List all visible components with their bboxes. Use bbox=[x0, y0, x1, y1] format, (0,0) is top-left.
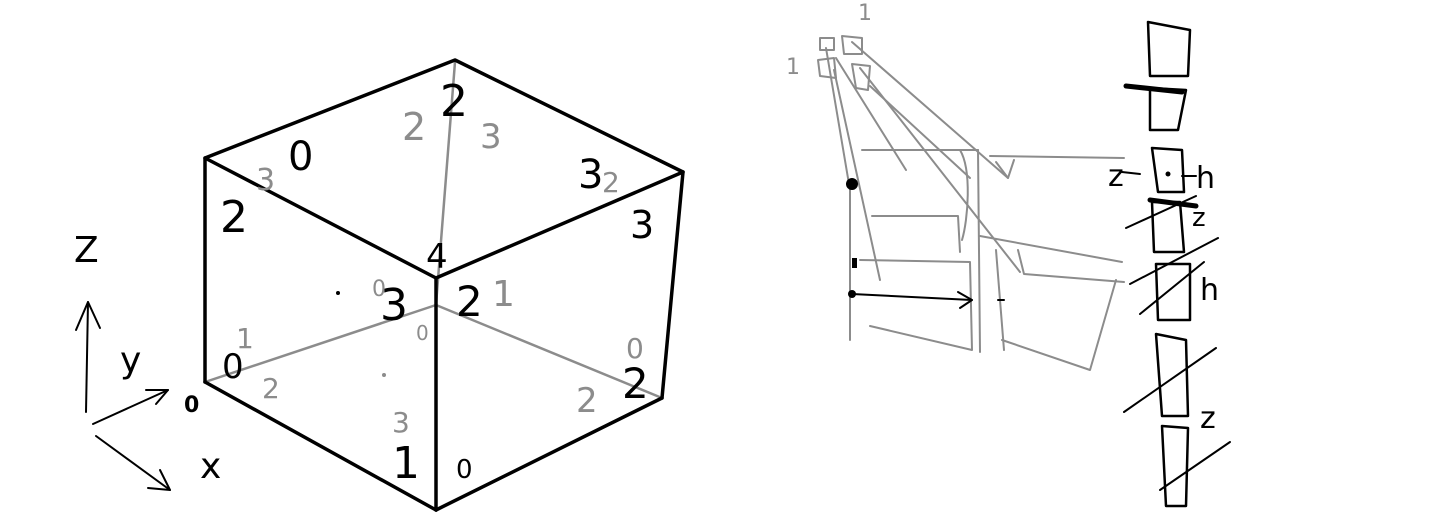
y-axis-line bbox=[92, 389, 169, 425]
cube-label-right-1-gray: 1 bbox=[492, 274, 515, 315]
column-slash-1 bbox=[1125, 195, 1197, 229]
cube-label-top-left-3: 3 bbox=[256, 163, 275, 198]
cube-label-top-right-2-gray: 2 bbox=[602, 166, 620, 199]
column-segment-4 bbox=[1150, 200, 1186, 254]
cube-hidden-edge-right bbox=[434, 303, 664, 400]
cube-hidden-edge-left bbox=[203, 303, 438, 384]
cube-label-center-0-small: 0 bbox=[416, 321, 429, 345]
frame-back-lower bbox=[859, 259, 973, 351]
sketch-dot-upper bbox=[846, 178, 858, 190]
x-axis-label: x bbox=[200, 446, 221, 487]
sketch-arrow-line bbox=[851, 293, 973, 301]
cube-label-bottom-3-gray: 3 bbox=[392, 406, 410, 439]
sketch-tiny-box-1 bbox=[819, 37, 835, 51]
cube-bottom-left-edge bbox=[203, 380, 438, 512]
cube-label-right-0-gray: 0 bbox=[626, 332, 644, 365]
projection-line-5 bbox=[833, 69, 881, 281]
projection-line-3 bbox=[851, 41, 1009, 179]
frame-front-top bbox=[989, 155, 1125, 159]
cube-label-top-back-3-gray: 3 bbox=[480, 117, 502, 157]
cube-label-right-bottom-2-gray: 2 bbox=[576, 381, 598, 421]
cube-dot-bottom bbox=[382, 373, 386, 377]
cube-label-top-back-2: 2 bbox=[440, 76, 468, 127]
column-label-h-2: h bbox=[1200, 273, 1219, 308]
cube-label-center-0-gray: 0 bbox=[372, 277, 386, 302]
cube-label-right-edge-3: 3 bbox=[630, 203, 654, 247]
sketch-label-left-1: 1 bbox=[786, 55, 800, 80]
column-segment-5 bbox=[1154, 262, 1192, 322]
z-axis-line bbox=[85, 301, 89, 413]
column-segment-1 bbox=[1146, 20, 1192, 78]
column-segment-3 bbox=[1150, 146, 1186, 194]
frame-back-mid bbox=[871, 215, 961, 253]
cube-label-bottom-2-gray: 2 bbox=[262, 372, 280, 405]
x-axis-line bbox=[95, 435, 171, 491]
projection-line-2 bbox=[835, 57, 907, 171]
sketch-mark-middle bbox=[852, 258, 857, 268]
column-slash-4 bbox=[1123, 347, 1217, 413]
cube-label-top-left-2: 2 bbox=[220, 192, 248, 243]
column-label-h-1: h bbox=[1196, 161, 1215, 196]
origin-label: 0 bbox=[184, 393, 199, 418]
column-dot bbox=[1165, 171, 1171, 177]
sketch-label-z: z bbox=[1108, 159, 1124, 194]
column-slash-2 bbox=[1129, 237, 1219, 285]
frame-front-mid bbox=[979, 235, 1123, 263]
cube-hidden-edge-vertical bbox=[434, 60, 457, 307]
cube-label-center-3: 3 bbox=[380, 280, 408, 331]
cube-label-top-right-3: 3 bbox=[578, 152, 603, 198]
cube-dot-center bbox=[336, 291, 340, 295]
cube-label-bottom-1: 1 bbox=[392, 438, 420, 489]
cube-label-top-face-0: 0 bbox=[288, 134, 313, 180]
axes-group: Z y x 0 bbox=[74, 230, 221, 491]
sketch-arrow-head bbox=[957, 291, 973, 309]
sketch-label-top-1: 1 bbox=[858, 1, 872, 26]
y-axis-arrowhead bbox=[145, 389, 169, 405]
cube-bottom-right-edge bbox=[434, 396, 664, 512]
column-label-z-3: z bbox=[1200, 401, 1216, 436]
cube-label-left-0: 0 bbox=[222, 347, 244, 387]
column-segment-6 bbox=[1154, 332, 1190, 418]
cube-label-right-bottom-2: 2 bbox=[622, 359, 649, 408]
x-axis-arrowhead bbox=[147, 469, 171, 491]
frame-front-right bbox=[1001, 279, 1117, 371]
sketch-tiny-box-4 bbox=[851, 63, 871, 91]
cube-label-right-2: 2 bbox=[456, 277, 483, 326]
column-label-z-2: z bbox=[1192, 203, 1206, 233]
cube-group: 0 2 3 2 3 2 3 2 3 4 3 0 0 2 1 1 0 2 3 1 … bbox=[203, 58, 685, 512]
column-segment-7 bbox=[1160, 424, 1190, 508]
frame-front-join bbox=[1017, 249, 1125, 283]
column-slash-5 bbox=[1159, 441, 1231, 491]
cube-label-center-4: 4 bbox=[426, 237, 448, 277]
perspective-sketch-group: 1 1 z bbox=[786, 1, 1141, 371]
sketch-tiny-box-2 bbox=[841, 35, 863, 55]
y-axis-label: y bbox=[120, 340, 141, 381]
z-axis-arrowhead bbox=[75, 301, 101, 331]
cube-label-bottom-0: 0 bbox=[456, 455, 473, 485]
column-slash-3 bbox=[1139, 261, 1205, 315]
cube-right-vertical-edge bbox=[660, 170, 685, 400]
frame-front-notch bbox=[995, 159, 1015, 179]
cube-label-top-back-2-gray: 2 bbox=[402, 105, 426, 149]
segment-column-group: h z h z bbox=[1123, 20, 1231, 508]
projection-line-6 bbox=[869, 85, 971, 179]
frame-back-right bbox=[977, 149, 981, 353]
projection-line-1 bbox=[825, 47, 851, 191]
column-segment-2 bbox=[1148, 86, 1188, 132]
frame-curve bbox=[959, 149, 969, 241]
z-axis-label: Z bbox=[74, 230, 99, 271]
sketch-tiny-box-3 bbox=[817, 57, 837, 79]
sketch-arrow-short bbox=[1121, 171, 1141, 175]
cube-label-left-1-gray: 1 bbox=[236, 322, 254, 355]
